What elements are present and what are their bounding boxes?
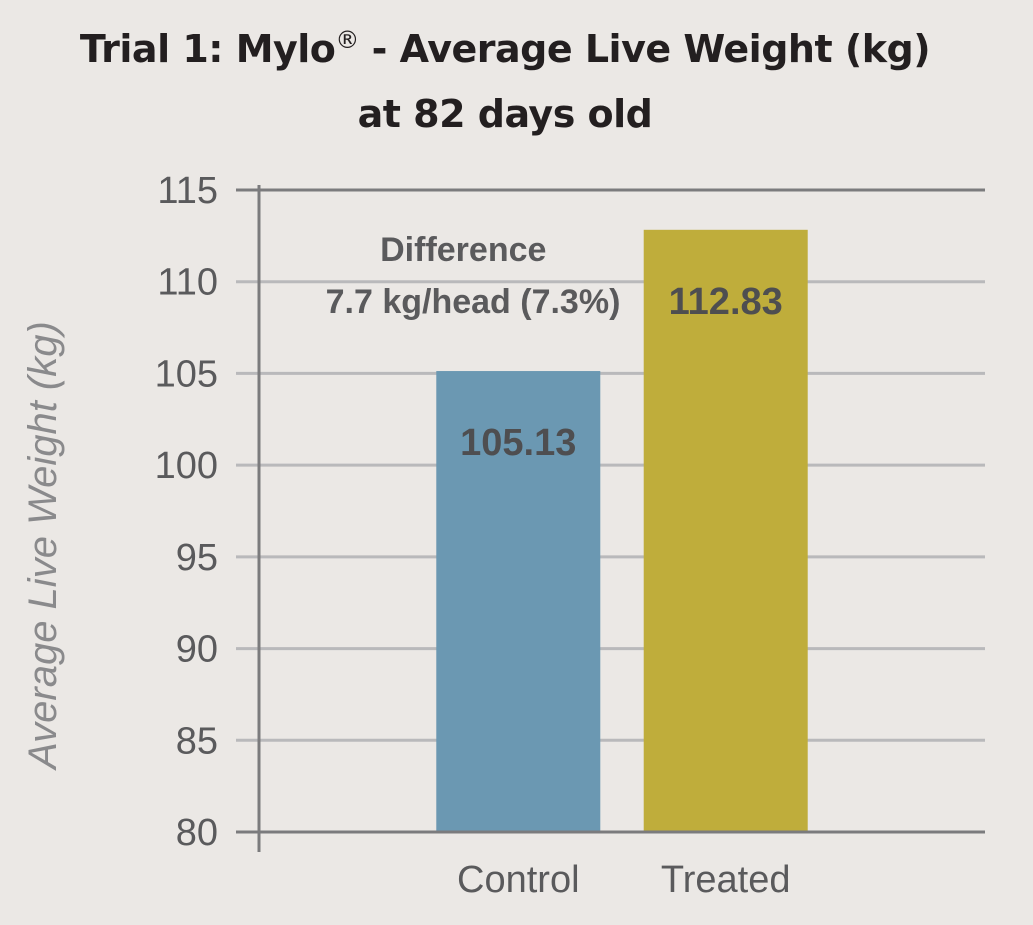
x-tick-label-control: Control: [457, 859, 580, 901]
y-tick-label: 80: [176, 812, 218, 854]
x-tick-labels: Control Treated: [457, 859, 790, 901]
x-tick-label-treated: Treated: [661, 859, 791, 901]
y-tick-label: 85: [176, 720, 218, 762]
chart-title-text: Trial 1: Mylo: [79, 27, 336, 71]
grid-lines: [236, 188, 985, 742]
value-label-control: 105.13: [460, 422, 576, 464]
registered-mark: ®: [335, 26, 359, 54]
bar-treated: [643, 229, 808, 832]
y-tick-labels: 80 85 90 95 100 105 110 115: [155, 170, 218, 854]
annotation-line-1: Difference: [380, 231, 546, 269]
y-tick-label: 115: [157, 170, 218, 212]
chart-subtitle: at 82 days old: [357, 92, 653, 136]
chart-title: Trial 1: Mylo® - Average Live Weight (kg…: [0, 28, 1010, 68]
bars: [436, 229, 808, 832]
y-tick-label: 100: [155, 445, 218, 487]
value-label-treated: 112.83: [669, 281, 783, 323]
y-tick-label: 110: [157, 262, 218, 304]
y-axis-label: Average Live Weight (kg): [21, 321, 65, 771]
y-tick-label: 95: [176, 537, 218, 579]
bar-control: [436, 371, 601, 832]
difference-annotation: Difference 7.7 kg/head (7.3%): [326, 231, 621, 321]
chart-title-text-rest: - Average Live Weight (kg): [358, 27, 931, 71]
y-tick-label: 105: [155, 353, 218, 395]
y-tick-label: 90: [176, 629, 218, 671]
annotation-line-2: 7.7 kg/head (7.3%): [326, 283, 621, 321]
axes: [236, 185, 985, 852]
value-labels: 105.13 112.83: [460, 281, 783, 464]
